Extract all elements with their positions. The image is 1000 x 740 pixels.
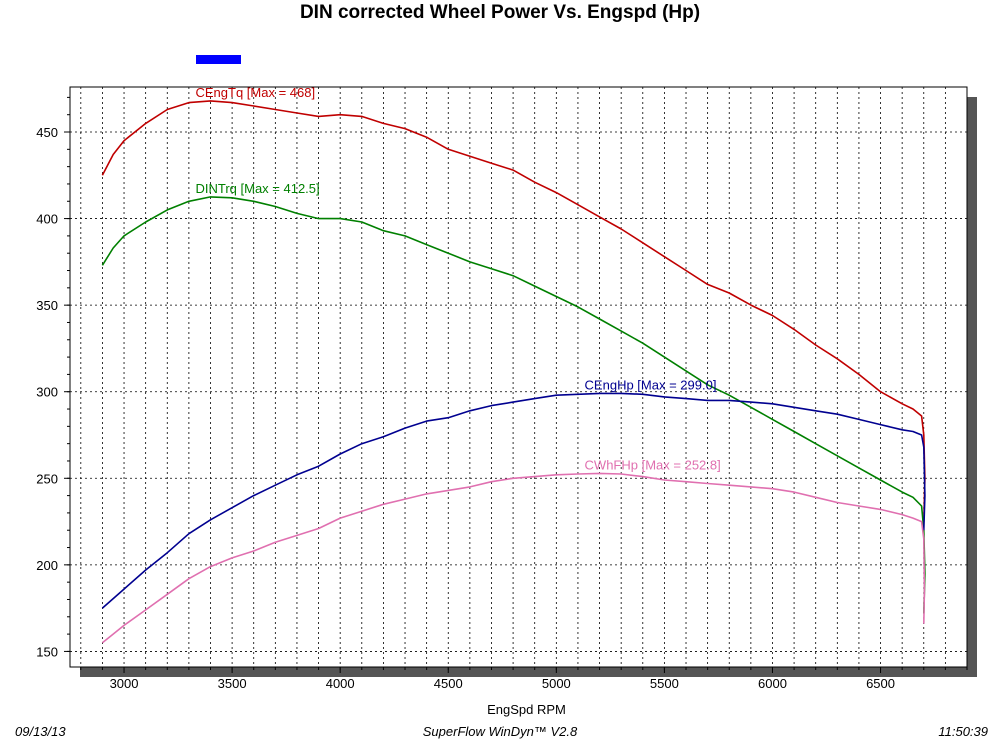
y-tick-label: 250 [36,471,58,486]
footer-software: SuperFlow WinDyn™ V2.8 [422,724,578,739]
x-tick-label: 3500 [218,676,247,691]
y-tick-label: 350 [36,298,58,313]
axis-ticks: 3000 3500 4000 4500 5000 5500 6000 6500 150 200 25… [36,96,968,691]
series-labels: CEngTq [Max = 468] DINTrq [Max = 412.5] CE… [195,85,720,473]
series-label-CEngHp: CEngHp [Max = 299.0] [585,377,717,392]
y-tick-label: 400 [36,212,58,227]
series-label-CWhFHp: CWhFHp [Max = 252.8] [585,457,721,472]
footer-time: 11:50:39 [938,724,988,739]
x-tick-label: 6500 [866,676,895,691]
x-tick-label: 6000 [758,676,787,691]
x-axis-label: EngSpd RPM [487,702,566,717]
x-tick-label: 5500 [650,676,679,691]
x-tick-label: 5000 [542,676,571,691]
series-line-CEngHp [101,392,926,609]
chart-title: DIN corrected Wheel Power Vs. Engspd (Hp… [299,2,701,23]
series-label-CEngTq: CEngTq [Max = 468] [195,85,315,100]
series-line-DINTrq [101,196,926,614]
x-tick-label: 3000 [110,676,139,691]
y-tick-label: 300 [36,385,58,400]
plot-area [69,86,968,668]
grid-lines [70,87,967,667]
series-label-DINTrq: DINTrq [Max = 412.5] [195,181,319,196]
series-lines [101,100,926,644]
x-tick-label: 4000 [326,676,355,691]
series-line-CEngTq [101,100,926,522]
series-line-CWhFHp [101,472,926,644]
y-tick-label: 450 [36,125,58,140]
y-tick-label: 150 [36,644,58,659]
footer-date: 09/13/13 [15,724,66,739]
y-tick-label: 200 [36,558,58,573]
x-tick-label: 4500 [434,676,463,691]
legend-swatch [196,55,241,64]
